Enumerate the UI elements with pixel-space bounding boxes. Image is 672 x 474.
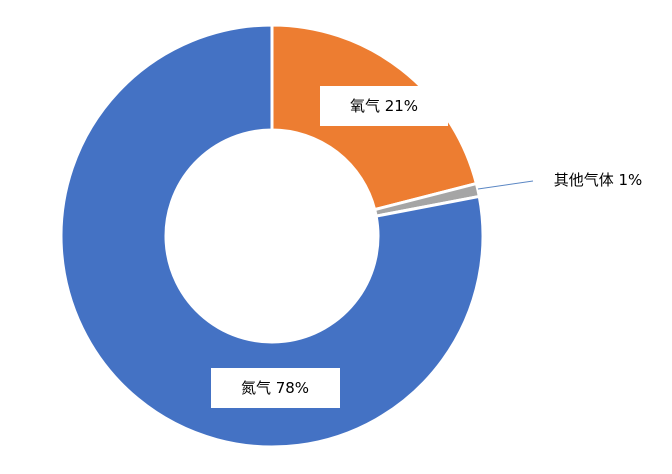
slice-label-1: 其他气体 1% [554,171,643,189]
slice-label-0: 氧气 21% [350,97,418,115]
slice-label-box-0 [320,86,448,126]
leader-line-1 [477,180,534,190]
slice-label-2: 氮气 78% [241,379,309,397]
slice-labels: 氧气 21% 其他气体 1% 氮气 78% [211,86,642,408]
slice-2 [59,23,485,449]
slice-label-box-2 [211,368,340,408]
